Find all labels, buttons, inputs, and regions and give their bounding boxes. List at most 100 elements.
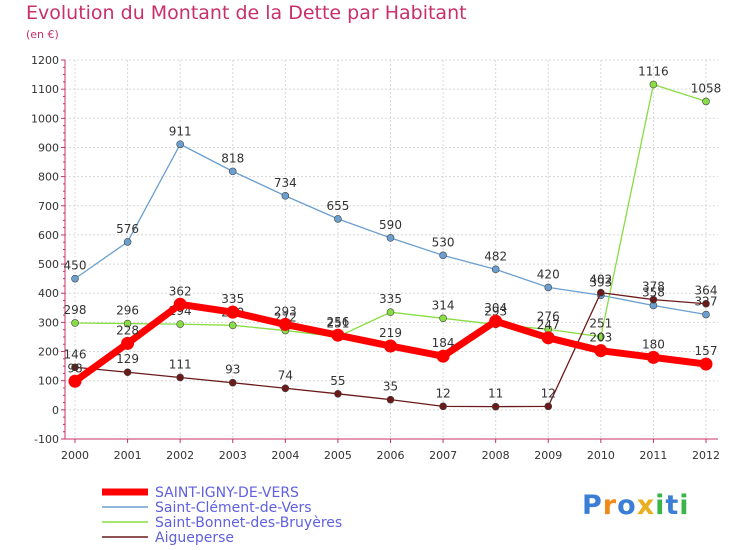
data-label: 12: [435, 386, 450, 400]
legend-label: Aigueperse: [155, 530, 234, 546]
data-label: 293: [274, 304, 297, 318]
data-label: 304: [484, 301, 507, 315]
y-tick-label: 700: [38, 200, 59, 213]
logo-letter: i: [679, 490, 690, 521]
data-point: [541, 331, 555, 345]
data-point: [439, 251, 447, 260]
data-label: 276: [537, 309, 560, 323]
data-label: 35: [383, 380, 398, 394]
data-label: 111: [169, 357, 192, 371]
data-label: 420: [537, 267, 560, 281]
y-tick-label: 100: [38, 375, 59, 388]
data-point: [123, 368, 132, 377]
data-point: [386, 395, 395, 404]
data-label: 393: [589, 275, 612, 289]
data-point: [121, 336, 135, 350]
data-label: 93: [225, 363, 240, 377]
x-tick-label: 2001: [114, 449, 142, 462]
data-point: [544, 402, 553, 411]
data-point: [597, 332, 605, 341]
y-tick-label: 800: [38, 171, 59, 184]
data-point: [594, 344, 608, 358]
proxiti-logo: Proxiti: [582, 490, 690, 521]
chart-title: Evolution du Montant de la Dette par Hab…: [26, 2, 467, 24]
x-tick-label: 2010: [587, 449, 615, 462]
data-label: 55: [330, 374, 345, 388]
data-label: 655: [326, 199, 349, 213]
data-point: [491, 265, 500, 274]
data-label: 11: [488, 387, 503, 401]
y-tick-label: 900: [38, 141, 59, 154]
data-label: 402: [589, 273, 612, 287]
data-point: [384, 339, 397, 353]
logo-letter: o: [617, 490, 637, 521]
data-point: [491, 402, 500, 411]
data-label: 12: [541, 386, 556, 400]
data-point: [123, 238, 132, 246]
data-point: [649, 295, 658, 304]
data-label: 98: [67, 361, 82, 375]
legend-label: Saint-Clément-de-Vers: [155, 500, 312, 516]
data-point: [699, 357, 713, 371]
x-tick-label: 2005: [324, 449, 352, 462]
data-label: 818: [221, 151, 244, 165]
logo-letter: x: [636, 490, 656, 521]
data-point: [278, 317, 292, 331]
data-label: 362: [169, 284, 192, 298]
data-label: 734: [274, 176, 297, 190]
data-point: [702, 299, 710, 308]
y-tick-label: 500: [38, 258, 59, 271]
data-label: 228: [116, 323, 139, 337]
y-tick-label: -100: [34, 433, 59, 446]
logo-letter: i: [655, 490, 666, 521]
y-tick-label: 400: [38, 287, 59, 300]
data-label: 482: [484, 249, 507, 263]
data-point: [176, 140, 184, 149]
logo-letter: P: [582, 490, 603, 521]
data-point: [386, 308, 395, 316]
x-tick-label: 2004: [271, 449, 299, 462]
data-point: [334, 215, 342, 223]
data-point: [228, 167, 237, 176]
data-label: 364: [695, 284, 718, 298]
data-label: 251: [589, 317, 612, 331]
data-point: [646, 350, 660, 364]
x-tick-label: 2011: [639, 449, 667, 462]
x-tick-label: 2012: [692, 449, 720, 462]
series-3: 146 129 111 93 74 55 35 12 11 12 402 378 364: [64, 273, 718, 411]
y-tick-label: 600: [38, 229, 59, 242]
data-point: [386, 234, 395, 242]
data-point: [439, 314, 447, 323]
x-tick-label: 2008: [482, 449, 510, 462]
x-tick-label: 2006: [377, 449, 405, 462]
series-0: 98 228 362 335 293 256 219 184 304 247 203 180 157: [67, 284, 718, 388]
data-label: 530: [432, 235, 455, 249]
data-point: [123, 319, 132, 328]
data-label: 157: [695, 344, 718, 358]
data-label: 129: [116, 352, 139, 366]
data-point: [281, 192, 290, 200]
data-label: 293: [484, 304, 507, 318]
plot-area: [65, 60, 718, 439]
data-label: 358: [642, 285, 665, 299]
y-tick-label: 1000: [31, 112, 59, 125]
logo-letter: r: [602, 490, 618, 521]
data-point: [228, 321, 237, 330]
y-tick-label: 200: [38, 346, 59, 359]
logo-letter: t: [665, 490, 680, 521]
data-point: [226, 305, 240, 319]
data-point: [331, 328, 345, 342]
data-point: [436, 349, 450, 363]
data-label: 247: [537, 318, 560, 332]
data-point: [597, 288, 605, 297]
data-label: 576: [116, 222, 139, 236]
data-label: 184: [432, 336, 455, 350]
chart-subtitle: (en €): [26, 28, 59, 41]
data-point: [71, 319, 79, 327]
y-tick-label: 1200: [31, 54, 59, 67]
data-label: 450: [64, 259, 87, 273]
data-label: 1058: [691, 81, 722, 95]
data-label: 251: [326, 317, 349, 331]
